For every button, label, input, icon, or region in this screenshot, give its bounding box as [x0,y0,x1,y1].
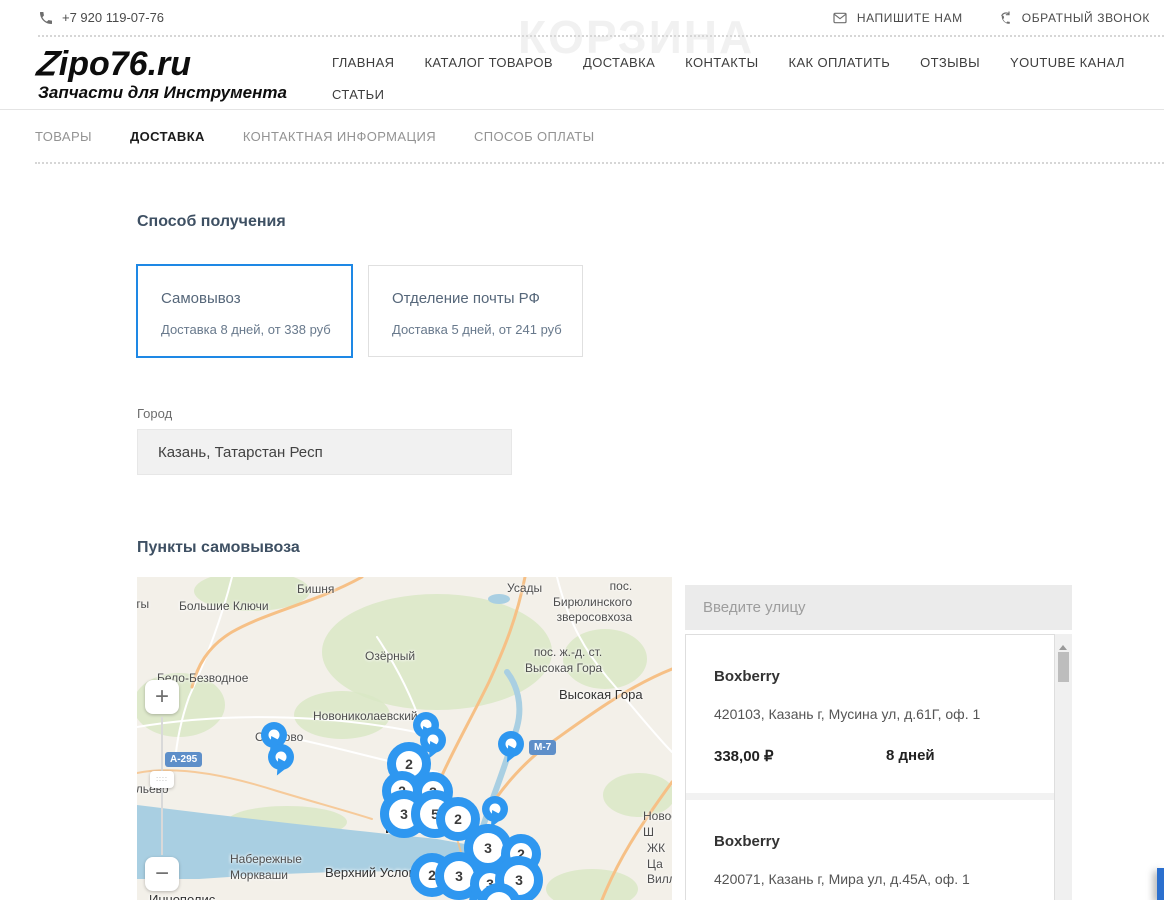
pickup-point-name: Boxberry [714,668,780,685]
mail-icon [832,10,848,26]
write-us-link[interactable]: НАПИШИТЕ НАМ [832,10,963,26]
pickup-point-address: 420103, Казань г, Мусина ул, д.61Г, оф. … [714,706,981,722]
map-place-label: ЖК Ца Вилла [647,841,672,887]
delivery-option-title: Отделение почты РФ [392,290,540,307]
side-widget-edge[interactable] [1157,868,1164,900]
map-pin[interactable] [482,796,508,822]
delivery-method-heading: Способ получения [137,213,286,230]
road-badge: М-7 [529,740,557,755]
checkout-tabs: ТОВАРЫ ДОСТАВКА КОНТАКТНАЯ ИНФОРМАЦИЯ СПОСО… [0,110,1164,162]
pickup-point-meta: 338,00 ₽ 8 дней [714,747,1030,765]
pickup-point-term: 8 дней [886,747,935,764]
map-zoom-in-button[interactable]: + [145,680,179,714]
pickup-list: Boxberry 420103, Казань г, Мусина ул, д.… [685,634,1055,900]
delivery-option-title: Самовывоз [161,290,241,307]
map-cluster[interactable]: 5 [477,883,521,900]
map-place-label: Большие Ключи [179,599,269,613]
nav-item[interactable]: ОТЗЫВЫ [920,55,980,70]
delivery-option-subtitle: Доставка 8 дней, от 338 руб [161,322,331,337]
logo-title: Zipo76.ru [34,44,310,84]
callback-icon [997,10,1013,26]
map-pin-icon [482,796,508,822]
callback-link[interactable]: ОБРАТНЫЙ ЗВОНОК [997,10,1150,26]
nav-item[interactable]: СТАТЬИ [332,87,385,102]
checkout-tab[interactable]: СПОСОБ ОПЛАТЫ [474,128,595,144]
checkout-tab[interactable]: КОНТАКТНАЯ ИНФОРМАЦИЯ [242,128,437,144]
pickup-point-price: 338,00 ₽ [714,748,774,765]
map-pin-icon [268,744,294,770]
pickup-point-item[interactable]: Boxberry 420103, Казань г, Мусина ул, д.… [686,635,1054,793]
map-place-label: Верхний Услон [325,865,416,880]
pickup-point-item[interactable]: Boxberry 420071, Казань г, Мира ул, д.45… [686,793,1054,900]
pickup-point-name: Boxberry [714,833,780,850]
map-pin[interactable] [498,731,524,757]
site-header: +7 920 119-07-76 НАПИШИТЕ НАМ ОБРАТНЫЙ З… [0,0,1164,110]
street-search-input[interactable] [685,585,1072,630]
map-zoom-out-button[interactable]: − [145,857,179,891]
pickup-panel: Boxberry 420103, Казань г, Мусина ул, д.… [685,577,1072,900]
write-us-label: НАПИШИТЕ НАМ [856,10,963,25]
logo[interactable]: Zipo76.ru Запчасти для Инструмента [34,44,310,103]
scrollbar-up-icon[interactable] [1059,641,1067,650]
map-place-label: ты [137,597,150,611]
scrollbar-thumb[interactable] [1058,652,1069,682]
checkout-tab[interactable]: ТОВАРЫ [35,128,92,144]
map-place-label: Бело-Безводное [157,671,249,685]
phone-icon [38,10,54,26]
callback-label: ОБРАТНЫЙ ЗВОНОК [1021,10,1150,25]
delivery-option-subtitle: Доставка 5 дней, от 241 руб [392,322,562,337]
page-watermark: КОРЗИНА [518,11,755,63]
city-input[interactable] [137,429,512,475]
delivery-option-card[interactable]: Отделение почты РФ Доставка 5 дней, от 2… [368,265,583,357]
logo-tagline: Запчасти для Инструмента [38,83,287,102]
nav-item[interactable]: YOUTUBE КАНАЛ [1010,55,1125,70]
map-place-label: Усады [507,581,543,595]
map-place-label: Новое Ш [643,809,672,839]
delivery-option-card[interactable]: Самовывоз Доставка 8 дней, от 338 руб [136,264,353,358]
checkout-main: Способ получения Самовывоз Доставка 8 дн… [0,213,1164,900]
header-main: Zipo76.ru Запчасти для Инструмента ГЛАВН… [0,37,1164,109]
checkout-tab[interactable]: ДОСТАВКА [129,128,205,144]
map-place-label: Новониколаевский [313,709,418,723]
divider-dotted-tabs [35,162,1164,164]
map-place-label: Набережные Моркваши [230,852,302,882]
pickup-point-address: 420071, Казань г, Мира ул, д.45А, оф. 1 [714,871,970,887]
main-nav: ГЛАВНАЯ КАТАЛОГ ТОВАРОВ ДОСТАВКА КОНТАКТЫ КА… [332,47,1147,102]
topbar: +7 920 119-07-76 НАПИШИТЕ НАМ ОБРАТНЫЙ З… [0,0,1164,35]
nav-item[interactable]: ДОСТАВКА [582,55,656,70]
nav-item[interactable]: КАТАЛОГ ТОВАРОВ [424,55,553,70]
divider-dotted-top [38,35,1164,37]
map-place-label: пос. ж.-д. ст. Высокая Гора [525,645,603,675]
map-pin[interactable] [268,744,294,770]
city-block: Город [137,405,1164,475]
road-badge: А-295 [165,752,203,767]
list-scrollbar[interactable] [1055,634,1072,900]
map-place-label: Иннополис [149,892,216,900]
map-pin-icon [498,731,524,757]
delivery-options: Самовывоз Доставка 8 дней, от 338 руб От… [136,264,1164,358]
nav-item[interactable]: КАК ОПЛАТИТЬ [788,55,891,70]
divider-header [0,109,1164,110]
nav-item[interactable]: ГЛАВНАЯ [332,55,395,70]
phone-number[interactable]: +7 920 119-07-76 [62,10,165,25]
nav-item[interactable]: КОНТАКТЫ [685,55,759,70]
city-label: Город [137,406,173,421]
pickup-points-heading: Пункты самовывоза [137,539,300,556]
pickup-list-row: Boxberry 420103, Казань г, Мусина ул, д.… [685,634,1072,900]
map-place-label: Высокая Гора [559,687,643,702]
map-place-label: Бишня [297,582,335,596]
map-zoom-slider-handle[interactable]: :::: [150,771,174,788]
map-place-label: пос. Бирюлинского зверосовхоза [553,579,633,625]
map-place-label: Озёрный [365,649,416,663]
map-canvas [137,577,672,900]
logo-text: ipo76.ru [58,45,192,83]
